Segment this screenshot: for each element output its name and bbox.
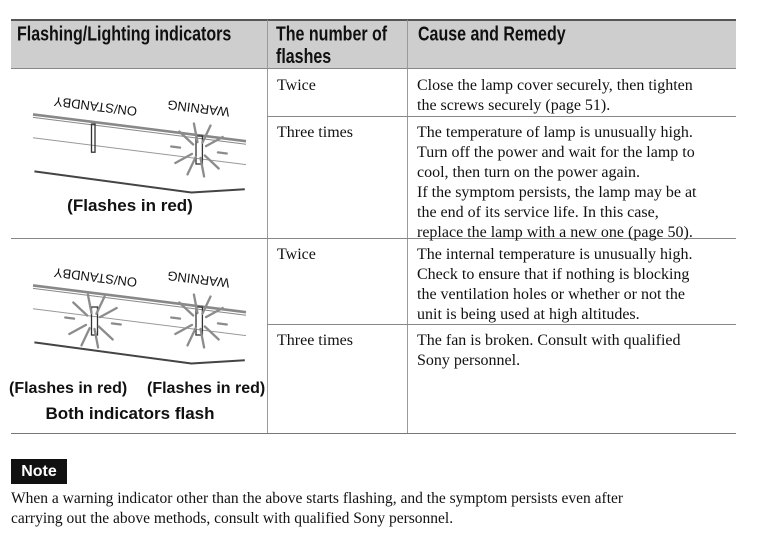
svg-text:ON/STANDBY: ON/STANDBY <box>53 94 138 119</box>
svg-text:WARNING: WARNING <box>167 97 231 119</box>
svg-text:WARNING: WARNING <box>167 268 231 290</box>
svg-text:ON/STANDBY: ON/STANDBY <box>53 265 138 290</box>
